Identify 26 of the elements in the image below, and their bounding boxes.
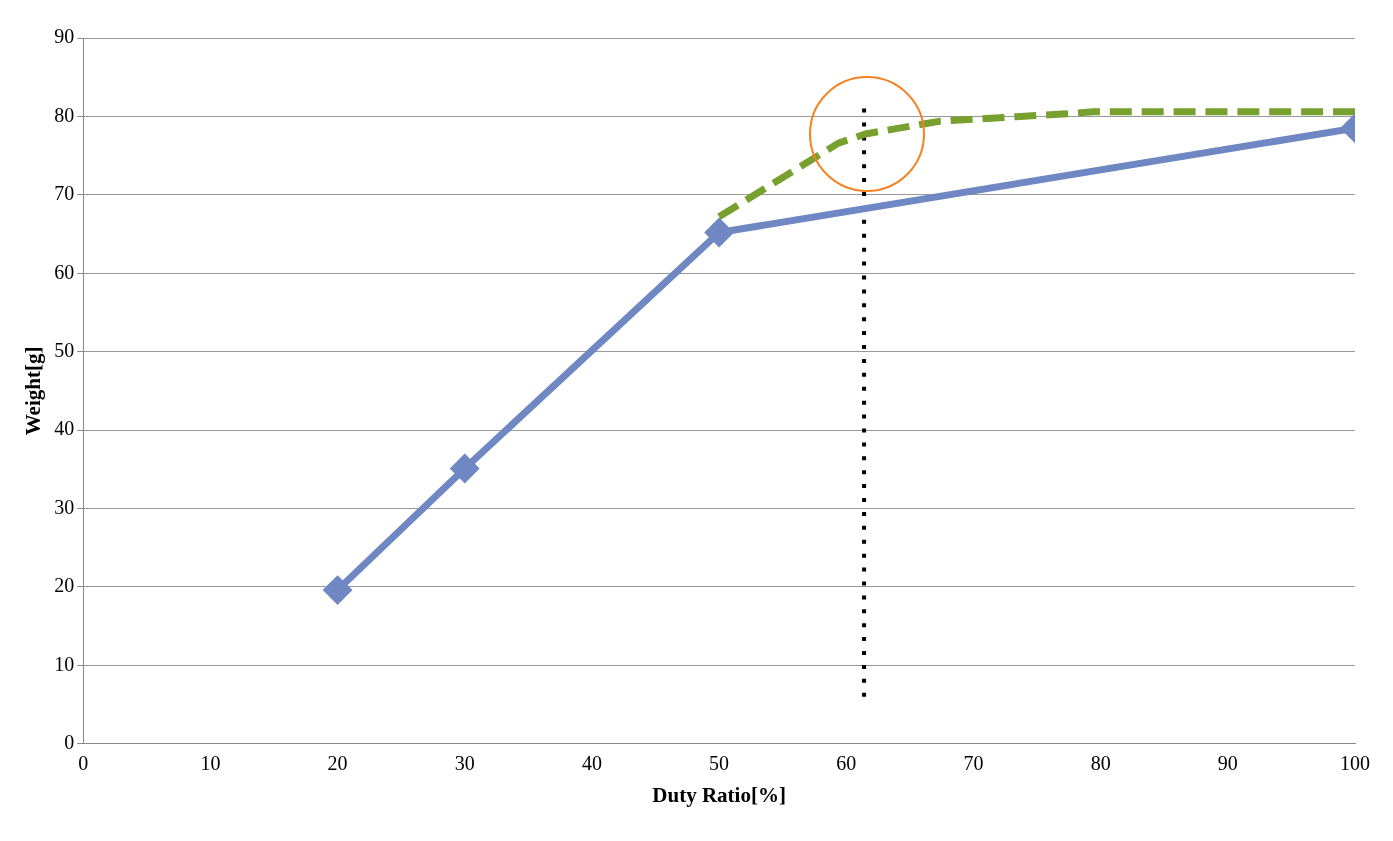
y-tick-label: 20	[54, 574, 75, 597]
y-tick-label: 80	[54, 103, 75, 126]
point	[451, 455, 479, 483]
y-axis-title: Weight[g]	[21, 346, 46, 436]
y-tick-label: 60	[54, 260, 75, 283]
point	[324, 576, 352, 604]
x-tick-label: 90	[1217, 752, 1238, 775]
x-tick-label: 70	[963, 752, 984, 775]
y-tick-label: 0	[64, 731, 75, 754]
point	[705, 218, 733, 246]
y-tick-label: 50	[54, 338, 75, 361]
x-axis-title: Duty Ratio[%]	[652, 782, 786, 807]
y-tick-label: 90	[54, 25, 75, 48]
y-tick-label: 70	[54, 182, 75, 205]
x-tick-label: 10	[200, 752, 221, 775]
x-tick-label: 60	[836, 752, 857, 775]
x-tick-label: 50	[709, 752, 730, 775]
x-tick-label: 40	[581, 752, 602, 775]
x-tick-label: 100	[1340, 752, 1370, 775]
x-tick-label: 0	[78, 752, 89, 775]
y-tick-label: 10	[54, 652, 75, 675]
x-tick-label: 30	[454, 752, 475, 775]
x-tick-label: 20	[327, 752, 348, 775]
y-tick-label: 40	[54, 417, 75, 440]
y-tick-label: 30	[54, 495, 75, 518]
x-tick-label: 80	[1090, 752, 1111, 775]
